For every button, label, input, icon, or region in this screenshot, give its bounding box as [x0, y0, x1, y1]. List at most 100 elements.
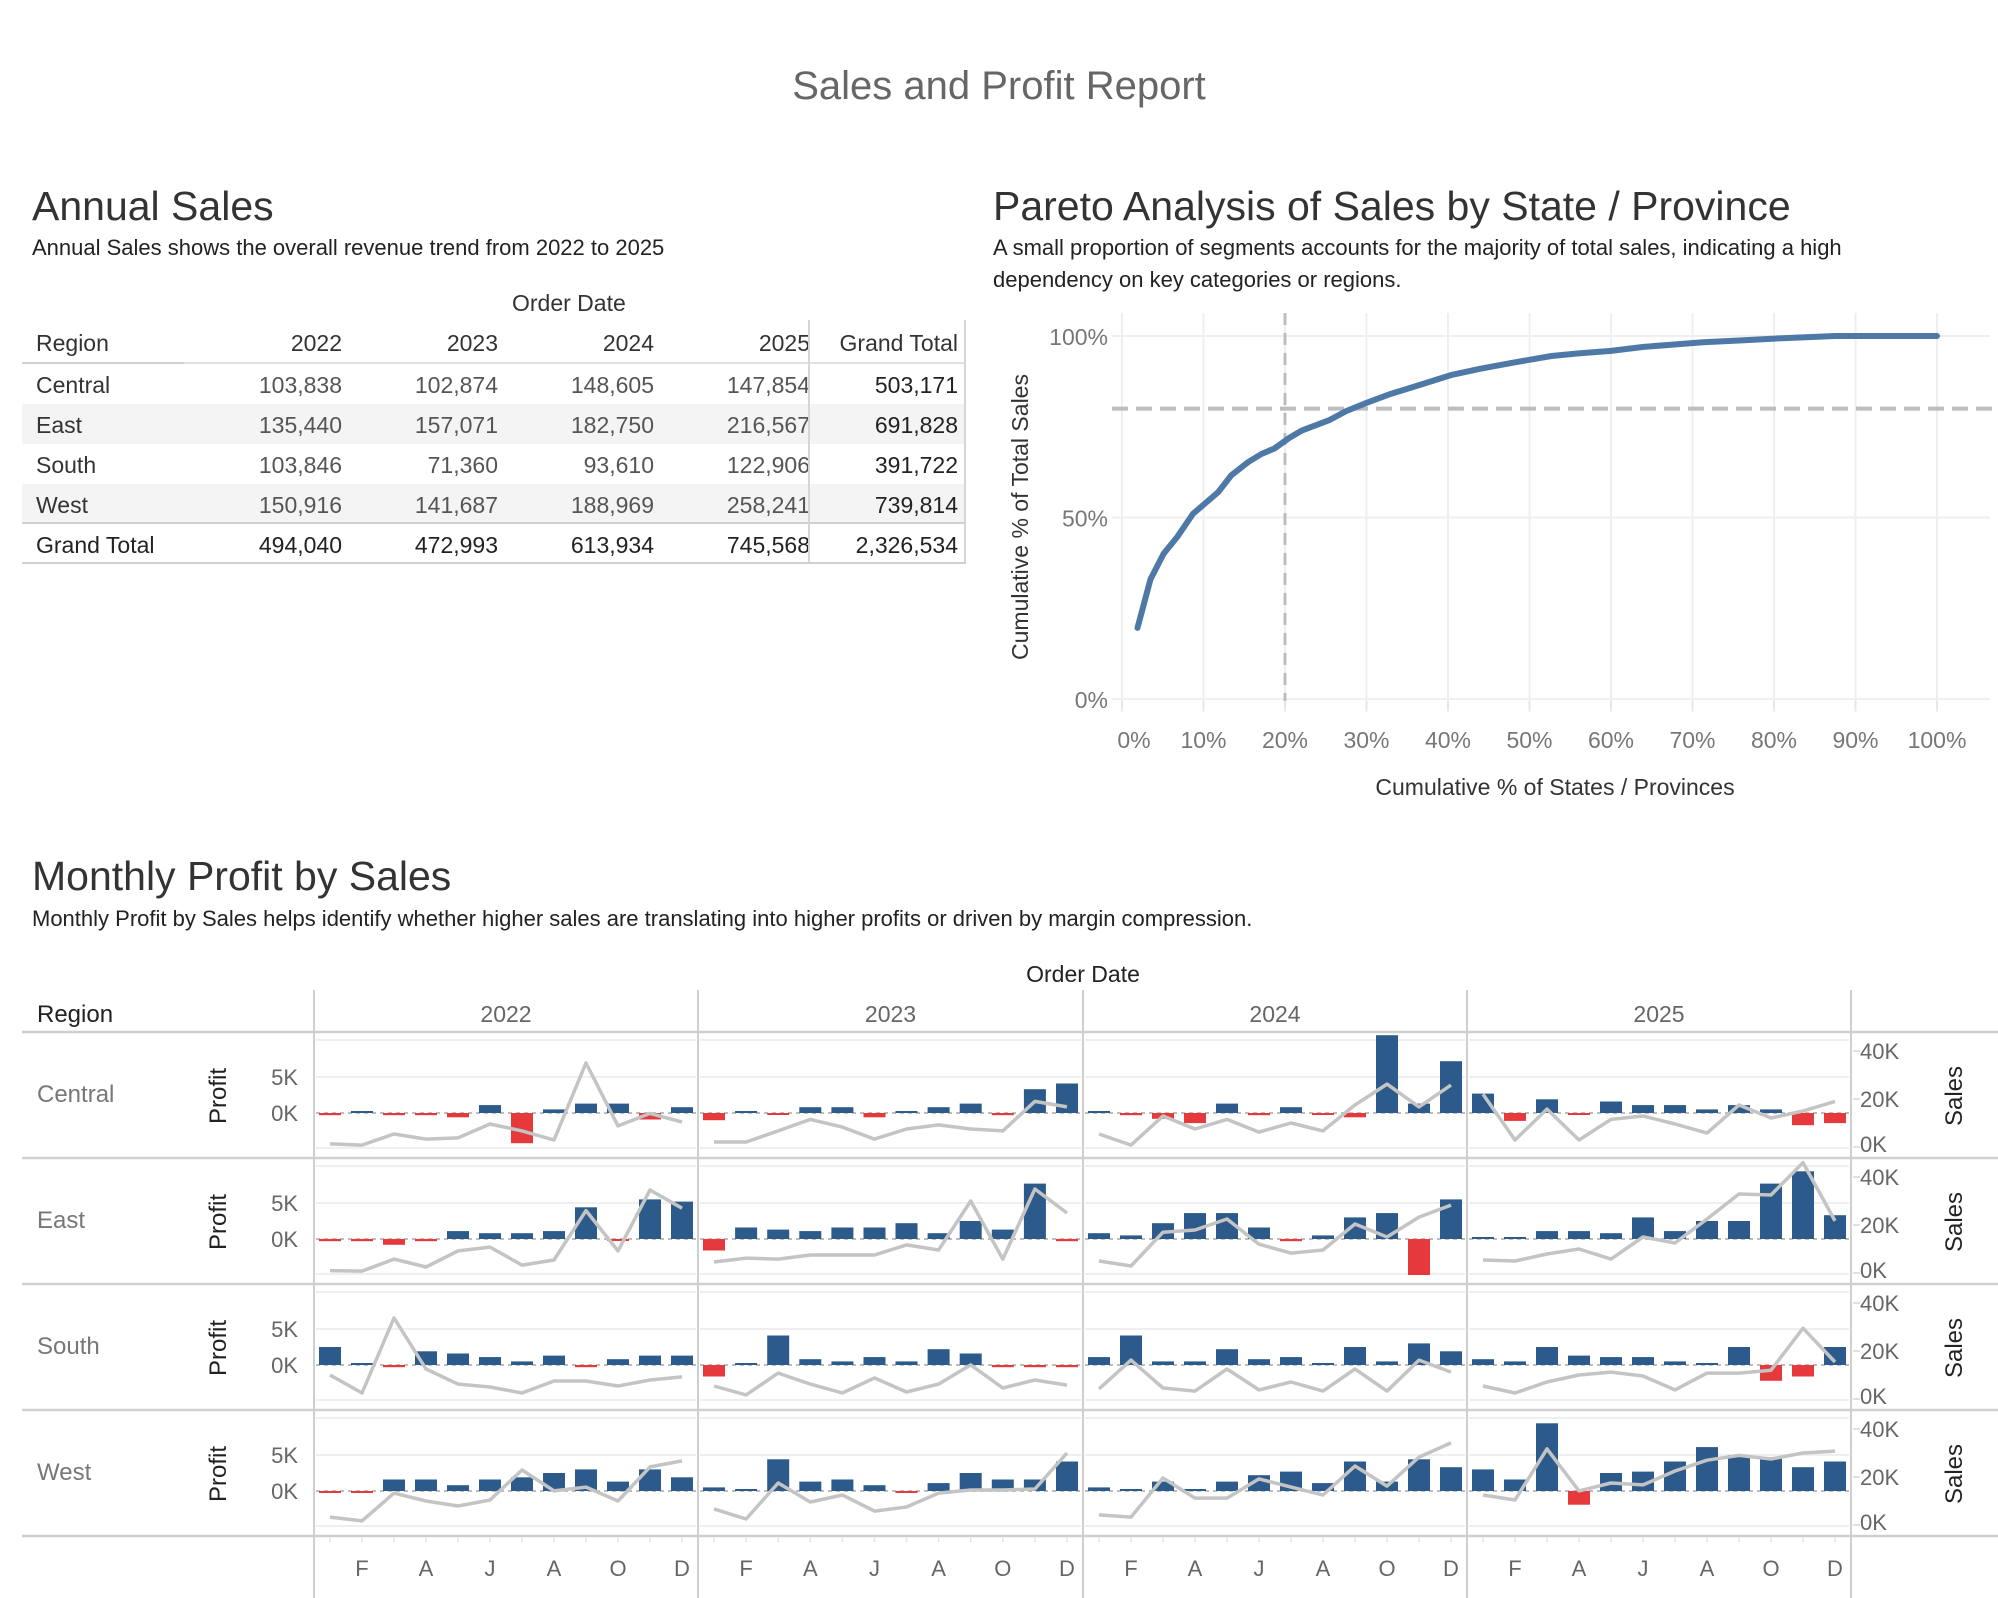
profit-bar[interactable] [1216, 1481, 1238, 1491]
sales-line[interactable] [329, 1188, 683, 1273]
profit-bar[interactable] [543, 1355, 565, 1365]
profit-bar[interactable] [703, 1113, 725, 1121]
profit-bar[interactable] [1184, 1213, 1206, 1239]
profit-bar[interactable] [767, 1229, 790, 1239]
grand-total-cell[interactable]: 739,814 [874, 492, 958, 518]
table-cell[interactable]: 141,687 [414, 492, 498, 518]
profit-bar[interactable] [575, 1365, 597, 1368]
profit-bar[interactable] [1728, 1455, 1750, 1491]
profit-bar[interactable] [1376, 1361, 1398, 1365]
year-column-header[interactable]: 2024 [1249, 1001, 1300, 1027]
profit-bar[interactable] [735, 1227, 758, 1240]
profit-bar[interactable] [479, 1479, 501, 1492]
profit-bar[interactable] [1504, 1479, 1526, 1492]
profit-bar[interactable] [319, 1113, 341, 1116]
profit-bar[interactable] [1568, 1491, 1590, 1505]
profit-bar[interactable] [447, 1353, 469, 1366]
profit-bar[interactable] [319, 1491, 341, 1493]
profit-bar[interactable] [1472, 1359, 1494, 1365]
row-header-region[interactable]: South [36, 452, 97, 478]
profit-bar[interactable] [1088, 1487, 1110, 1491]
profit-bar[interactable] [1280, 1107, 1302, 1113]
profit-bar[interactable] [1184, 1361, 1206, 1365]
profit-bar[interactable] [1184, 1489, 1206, 1491]
grand-total-cell[interactable]: 391,722 [874, 452, 958, 478]
profit-bar[interactable] [1536, 1347, 1558, 1365]
profit-bar[interactable] [1504, 1113, 1526, 1121]
profit-bar[interactable] [1120, 1235, 1142, 1239]
profit-bar[interactable] [767, 1459, 790, 1491]
table-cell[interactable]: 103,846 [258, 452, 342, 478]
profit-bar[interactable] [1440, 1467, 1462, 1491]
profit-bar[interactable] [831, 1479, 854, 1492]
profit-bar[interactable] [1632, 1217, 1654, 1239]
table-cell[interactable]: 216,567 [726, 412, 810, 438]
table-cell[interactable]: 188,969 [570, 492, 654, 518]
profit-bar[interactable] [1696, 1221, 1718, 1239]
profit-bar[interactable] [607, 1481, 629, 1491]
profit-bar[interactable] [799, 1481, 822, 1491]
profit-bar[interactable] [735, 1363, 758, 1365]
profit-bar[interactable] [1088, 1357, 1110, 1365]
sales-line[interactable] [1481, 1093, 1836, 1142]
profit-bar[interactable] [1408, 1459, 1430, 1491]
sales-line[interactable] [713, 1187, 1069, 1264]
table-cell[interactable]: 472,993 [414, 532, 498, 558]
row-header-region[interactable]: Central [36, 372, 111, 398]
profit-bar[interactable] [607, 1103, 629, 1113]
sales-line[interactable] [1482, 1447, 1836, 1502]
row-header-region[interactable]: West [36, 492, 88, 518]
profit-bar[interactable] [767, 1113, 790, 1115]
profit-bar[interactable] [1504, 1361, 1526, 1365]
profit-bar[interactable] [1344, 1347, 1366, 1365]
sales-line[interactable] [329, 1459, 683, 1523]
profit-bar[interactable] [1536, 1099, 1558, 1113]
profit-bar[interactable] [1664, 1105, 1686, 1113]
sales-line[interactable] [1482, 1326, 1837, 1395]
profit-bar[interactable] [1216, 1349, 1238, 1365]
profit-bar[interactable] [1728, 1221, 1750, 1239]
grand-total-cell[interactable]: 2,326,534 [855, 532, 958, 558]
profit-bar[interactable] [1152, 1481, 1174, 1491]
profit-bar[interactable] [703, 1487, 725, 1491]
profit-bar[interactable] [1728, 1105, 1750, 1113]
profit-bar[interactable] [1056, 1365, 1078, 1368]
profit-bar[interactable] [895, 1361, 918, 1365]
profit-bar[interactable] [607, 1359, 629, 1365]
profit-bar[interactable] [831, 1227, 854, 1240]
profit-bar[interactable] [575, 1103, 597, 1113]
profit-bar[interactable] [1088, 1111, 1110, 1113]
table-cell[interactable]: 102,874 [414, 372, 498, 398]
sales-line[interactable] [329, 1061, 683, 1147]
year-column-header[interactable]: 2022 [480, 1001, 531, 1027]
profit-bar[interactable] [447, 1231, 469, 1239]
profit-bar[interactable] [319, 1347, 341, 1365]
profit-bar[interactable] [1184, 1113, 1206, 1124]
profit-bar[interactable] [1760, 1109, 1782, 1113]
profit-bar[interactable] [1568, 1113, 1590, 1115]
profit-bar[interactable] [799, 1359, 822, 1365]
profit-bar[interactable] [1056, 1461, 1078, 1492]
profit-bar[interactable] [1023, 1479, 1046, 1492]
profit-bar[interactable] [511, 1233, 533, 1239]
profit-bar[interactable] [895, 1491, 918, 1493]
profit-bar[interactable] [991, 1479, 1014, 1492]
table-cell[interactable]: 745,568 [726, 532, 810, 558]
profit-bar[interactable] [991, 1113, 1014, 1116]
profit-bar[interactable] [959, 1473, 982, 1491]
profit-bar[interactable] [1312, 1235, 1334, 1239]
profit-bar[interactable] [1728, 1347, 1750, 1365]
profit-bar[interactable] [959, 1353, 982, 1366]
profit-bar[interactable] [799, 1107, 822, 1113]
column-header-region[interactable]: Region [36, 330, 109, 356]
table-cell[interactable]: 93,610 [583, 452, 654, 478]
profit-bar[interactable] [735, 1111, 758, 1113]
profit-bar[interactable] [1664, 1231, 1686, 1239]
profit-bar[interactable] [1056, 1239, 1078, 1242]
profit-bar[interactable] [863, 1357, 886, 1365]
profit-bar[interactable] [383, 1113, 405, 1116]
profit-bar[interactable] [1408, 1343, 1430, 1365]
row-header-region[interactable]: East [36, 412, 83, 438]
profit-bar[interactable] [1440, 1351, 1462, 1365]
profit-bar[interactable] [351, 1363, 373, 1365]
